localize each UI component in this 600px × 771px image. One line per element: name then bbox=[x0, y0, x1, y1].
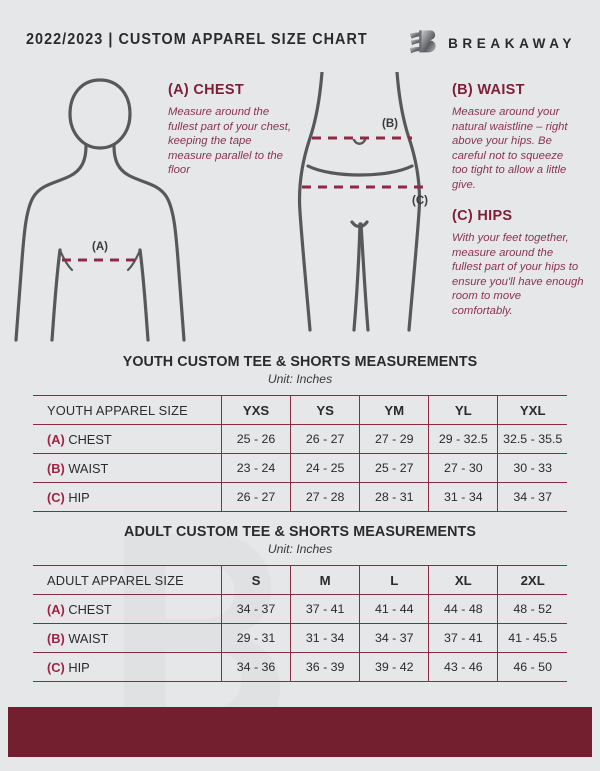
row-tag: (B) bbox=[47, 630, 65, 646]
youth-table-unit: Unit: Inches bbox=[267, 372, 333, 386]
adult-cell: 48 - 52 bbox=[497, 594, 567, 624]
adult-cell: 34 - 36 bbox=[220, 652, 292, 682]
adult-cell: 31 - 34 bbox=[290, 623, 361, 653]
adult-column-header: S bbox=[220, 565, 292, 595]
youth-row-label-hip: (C) HIP bbox=[33, 482, 222, 512]
adult-cell: 34 - 37 bbox=[220, 594, 292, 624]
youth-cell: 24 - 25 bbox=[290, 453, 361, 483]
youth-size-table: YOUTH APPAREL SIZE YXS YS YM YL YXL (A) … bbox=[33, 395, 567, 512]
adult-column-header: L bbox=[359, 565, 430, 595]
table-row: (C) HIP 34 - 36 36 - 39 39 - 42 43 - 46 … bbox=[33, 652, 567, 682]
youth-cell: 30 - 33 bbox=[497, 453, 567, 483]
youth-cell: 31 - 34 bbox=[428, 482, 499, 512]
table-row: (B) WAIST 29 - 31 31 - 34 34 - 37 37 - 4… bbox=[33, 623, 567, 653]
measurement-block-chest: (A) CHEST Measure around the fullest par… bbox=[168, 82, 296, 178]
adult-cell: 39 - 42 bbox=[359, 652, 430, 682]
adult-column-header: 2XL bbox=[497, 565, 567, 595]
adult-row-label-waist: (B) WAIST bbox=[33, 623, 222, 653]
adult-cell: 29 - 31 bbox=[220, 623, 292, 653]
row-tag: (A) bbox=[47, 431, 65, 447]
youth-cell: 34 - 37 bbox=[497, 482, 567, 512]
youth-cell: 28 - 31 bbox=[359, 482, 430, 512]
adult-cell: 41 - 45.5 bbox=[497, 623, 567, 653]
youth-cell: 32.5 - 35.5 bbox=[497, 424, 567, 454]
adult-cell: 37 - 41 bbox=[428, 623, 499, 653]
footer-bar bbox=[8, 707, 592, 757]
row-tag: (C) bbox=[47, 489, 65, 505]
youth-row-label-waist: (B) WAIST bbox=[33, 453, 222, 483]
youth-cell: 27 - 30 bbox=[428, 453, 499, 483]
row-label: HIP bbox=[68, 659, 90, 675]
torso-figure-illustration: (A) bbox=[14, 78, 186, 342]
measurement-block-hips: (C) HIPS With your feet together, measur… bbox=[452, 208, 584, 319]
page-title: 2022/2023 | CUSTOM APPAREL SIZE CHART bbox=[26, 31, 368, 48]
hips-figure-illustration: (B) (C) bbox=[297, 72, 428, 332]
row-label: CHEST bbox=[68, 601, 112, 617]
youth-column-header: YL bbox=[428, 395, 499, 425]
adult-apparel-size-header: ADULT APPAREL SIZE bbox=[33, 565, 222, 595]
waist-measure-label: (B) bbox=[382, 118, 398, 130]
youth-table-section: YOUTH CUSTOM TEE & SHORTS MEASUREMENTS U… bbox=[0, 354, 600, 512]
youth-row-label-chest: (A) CHEST bbox=[33, 424, 222, 454]
adult-cell: 36 - 39 bbox=[290, 652, 361, 682]
hip-measure-label: (C) bbox=[412, 195, 428, 207]
youth-cell: 27 - 28 bbox=[290, 482, 361, 512]
row-tag: (C) bbox=[47, 659, 65, 675]
illustration-area: (A) (B) (C) bbox=[0, 72, 600, 352]
table-header-row: ADULT APPAREL SIZE S M L XL 2XL bbox=[33, 565, 567, 595]
youth-column-header: YXL bbox=[497, 395, 567, 425]
youth-cell: 25 - 27 bbox=[359, 453, 430, 483]
measurement-title-chest: (A) CHEST bbox=[168, 82, 244, 98]
brand-name: BREAKAWAY bbox=[448, 35, 576, 51]
adult-table-section: ADULT CUSTOM TEE & SHORTS MEASUREMENTS U… bbox=[0, 524, 600, 682]
row-tag: (B) bbox=[47, 460, 65, 476]
adult-row-label-hip: (C) HIP bbox=[33, 652, 222, 682]
adult-cell: 46 - 50 bbox=[497, 652, 567, 682]
measurement-title-waist: (B) WAIST bbox=[452, 82, 525, 98]
adult-cell: 41 - 44 bbox=[359, 594, 430, 624]
table-header-row: YOUTH APPAREL SIZE YXS YS YM YL YXL bbox=[33, 395, 567, 425]
adult-column-header: XL bbox=[428, 565, 499, 595]
adult-table-title: ADULT CUSTOM TEE & SHORTS MEASUREMENTS bbox=[124, 524, 476, 540]
youth-column-header: YS bbox=[290, 395, 361, 425]
youth-cell: 29 - 32.5 bbox=[428, 424, 499, 454]
table-row: (B) WAIST 23 - 24 24 - 25 25 - 27 27 - 3… bbox=[33, 453, 567, 483]
adult-size-table: ADULT APPAREL SIZE S M L XL 2XL (A) CHES… bbox=[33, 565, 567, 682]
table-row: (A) CHEST 34 - 37 37 - 41 41 - 44 44 - 4… bbox=[33, 594, 567, 624]
measurement-block-waist: (B) WAIST Measure around your natural wa… bbox=[452, 82, 578, 193]
youth-table-title: YOUTH CUSTOM TEE & SHORTS MEASUREMENTS bbox=[122, 354, 478, 370]
breakaway-b-logo-icon bbox=[409, 30, 436, 54]
chest-measure-label: (A) bbox=[92, 241, 108, 253]
adult-cell: 34 - 37 bbox=[359, 623, 430, 653]
adult-column-header: M bbox=[290, 565, 361, 595]
row-label: WAIST bbox=[68, 460, 109, 476]
youth-apparel-size-header: YOUTH APPAREL SIZE bbox=[33, 395, 222, 425]
row-label: CHEST bbox=[68, 431, 112, 447]
measurement-body-chest: Measure around the fullest part of your … bbox=[168, 106, 292, 177]
youth-cell: 23 - 24 bbox=[220, 453, 292, 483]
adult-row-label-chest: (A) CHEST bbox=[33, 594, 222, 624]
youth-column-header: YXS bbox=[220, 395, 292, 425]
row-label: HIP bbox=[68, 489, 90, 505]
adult-cell: 37 - 41 bbox=[290, 594, 361, 624]
youth-column-header: YM bbox=[359, 395, 430, 425]
measurement-body-waist: Measure around your natural waistline – … bbox=[452, 106, 568, 191]
row-tag: (A) bbox=[47, 601, 65, 617]
table-row: (A) CHEST 25 - 26 26 - 27 27 - 29 29 - 3… bbox=[33, 424, 567, 454]
youth-cell: 26 - 27 bbox=[220, 482, 292, 512]
measurement-body-hips: With your feet together, measure around … bbox=[452, 232, 584, 317]
table-row: (C) HIP 26 - 27 27 - 28 28 - 31 31 - 34 … bbox=[33, 482, 567, 512]
page-header: 2022/2023 | CUSTOM APPAREL SIZE CHART bbox=[0, 0, 600, 72]
adult-table-unit: Unit: Inches bbox=[267, 542, 333, 556]
measurement-title-hips: (C) HIPS bbox=[452, 208, 513, 224]
adult-cell: 44 - 48 bbox=[428, 594, 499, 624]
youth-cell: 26 - 27 bbox=[290, 424, 361, 454]
brand-lockup: BREAKAWAY bbox=[407, 28, 576, 58]
adult-cell: 43 - 46 bbox=[428, 652, 499, 682]
row-label: WAIST bbox=[68, 630, 109, 646]
youth-cell: 25 - 26 bbox=[220, 424, 292, 454]
youth-cell: 27 - 29 bbox=[359, 424, 430, 454]
